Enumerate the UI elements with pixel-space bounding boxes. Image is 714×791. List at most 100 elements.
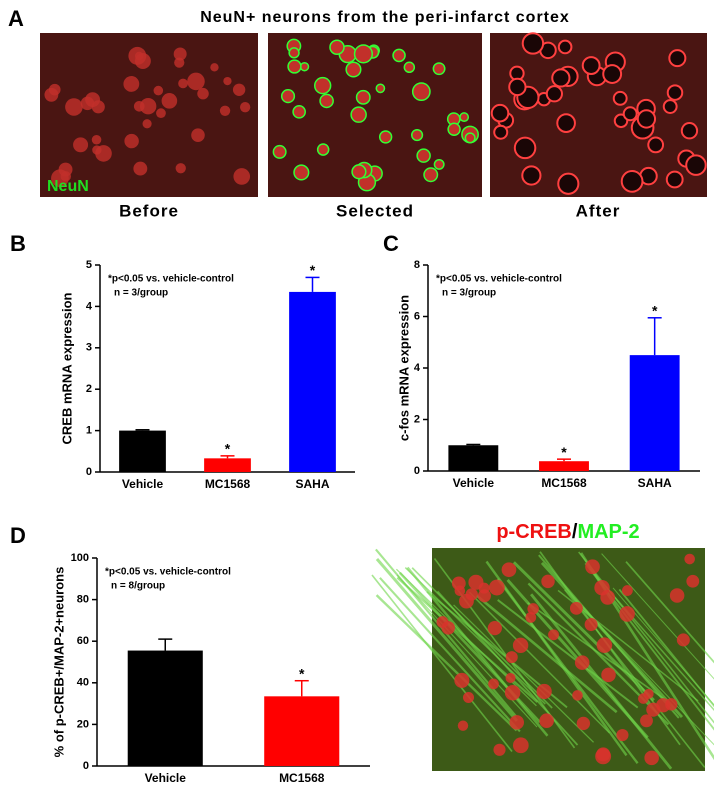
cell [319,93,334,109]
cell [620,169,644,193]
micrographs [40,32,707,197]
cell [355,89,371,105]
cell [95,145,112,162]
y-tick-label: 40 [77,677,89,689]
cell [375,83,386,94]
cell [512,737,529,754]
x-tick-label: SAHA [638,476,672,490]
panel-letter: A [8,6,24,31]
cell [313,76,332,95]
cell [666,84,684,101]
y-tick-label: 8 [414,259,420,271]
y-tick-label: 0 [83,760,89,772]
cell [585,559,600,575]
fiber [538,554,680,719]
cell [539,713,554,729]
cell [316,143,330,156]
fiber [475,594,618,714]
image-caption: Selected [336,201,414,220]
cell [556,113,576,133]
bar [204,458,251,472]
cell [684,553,695,565]
y-tick-label: 2 [414,413,420,425]
cell [392,48,406,63]
cell [505,672,516,683]
fiber [530,593,673,770]
fiber [379,577,521,733]
cell [477,589,491,603]
cell [411,82,431,102]
title-red: p-CREB [496,521,572,543]
cell [665,170,684,189]
panel-letter: C [383,231,399,256]
cell [133,161,148,176]
cell [601,667,616,683]
cell [596,747,611,762]
cell [493,743,506,756]
cell [464,132,476,144]
cell [596,637,613,653]
cell [680,122,699,140]
cell [351,164,367,180]
cell [569,601,583,615]
cell [416,148,431,163]
cell [123,76,140,92]
y-tick-label: 100 [71,552,89,564]
cell [668,49,687,68]
cell [662,99,678,114]
cell [288,47,300,59]
cell [411,128,424,142]
cell [233,168,251,185]
cell [685,154,707,176]
annotation: *p<0.05 vs. vehicle-control [108,274,234,285]
cell [622,585,633,596]
cell [142,119,152,129]
significance-marker: * [299,665,305,681]
cell [441,621,455,635]
cell [488,579,505,596]
cell [85,92,101,108]
cell [299,61,310,72]
title-sep: / [572,521,578,543]
x-tick-label: SAHA [295,477,329,491]
bar [539,461,589,471]
cell [232,83,246,96]
cell [640,714,653,728]
cell [576,716,591,731]
cell [293,164,310,181]
annotation: n = 3/group [114,288,168,299]
cell [612,90,628,106]
cell [656,698,671,713]
cell [488,678,499,690]
annotation: *p<0.05 vs. vehicle-control [436,274,562,285]
cell [173,47,187,61]
cell [638,693,649,704]
cell [454,672,470,688]
y-tick-label: 3 [86,342,92,354]
cell [403,61,416,74]
cell [239,102,251,113]
cell [686,574,700,588]
y-axis-label: c-fos mRNA expression [396,295,411,441]
y-tick-label: 4 [86,300,93,312]
cell [197,87,209,100]
cell [512,637,529,654]
fiber [469,591,611,734]
y-tick-label: 5 [86,259,92,271]
cell [551,68,571,88]
cell [329,39,345,56]
cell [432,62,446,76]
cell [541,574,555,589]
fiber [485,560,628,757]
fiber [396,574,538,728]
cell [676,633,690,647]
cell [378,130,393,144]
cell [210,63,219,72]
cell [44,87,59,102]
cell [557,39,573,55]
cell [272,144,287,159]
fiber [371,574,513,752]
cell [287,59,302,74]
x-tick-label: MC1568 [205,477,251,491]
